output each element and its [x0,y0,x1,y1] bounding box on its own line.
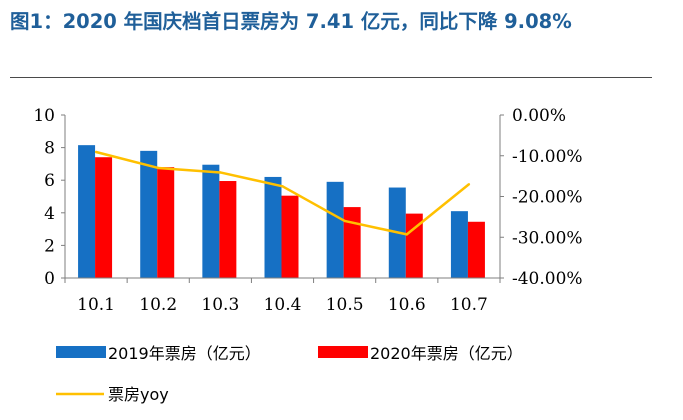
bar-2019-10.5 [326,181,344,278]
legend-swatch-2019 [56,346,106,358]
bar-2019-10.1 [78,145,96,278]
y-left-tick-label: 0 [44,269,55,289]
yoy-point-10.3 [219,171,222,174]
y-right-tick-label: -30.00% [512,228,583,248]
bar-2019-10.4 [264,176,282,278]
x-tick-label: 10.4 [264,295,302,315]
y-left-tick-label: 2 [44,236,55,256]
legend-label-2019: 2019年票房（亿元） [108,344,261,363]
yoy-point-10.1 [94,150,98,154]
yoy-point-10.6 [405,233,408,236]
y-left-tick-label: 4 [44,204,55,224]
bar-2020-10.3 [219,181,237,278]
yoy-point-10.5 [343,219,346,223]
y-left-tick-label: 6 [44,171,55,191]
bar-2019-10.7 [450,211,468,278]
bar-2020-10.4 [281,195,299,278]
yoy-point-10.7 [467,183,471,186]
bar-2020-10.6 [405,213,423,278]
chart-title: 图1：2020 年国庆档首日票房为 7.41 亿元，同比下降 9.08% [10,10,572,33]
bar-2020-10.5 [343,207,361,278]
y-left-tick-label: 8 [44,139,55,159]
yoy-point-10.2 [157,166,160,170]
legend-label-yoy: 票房yoy [108,385,169,404]
bar-2020-10.1 [95,157,113,278]
x-tick-label: 10.7 [450,295,488,315]
legend-label-2020: 2020年票房（亿元） [370,344,523,363]
plot-area [78,145,485,278]
bar-2020-10.7 [467,221,485,278]
y-right-tick-label: -20.00% [512,188,583,208]
legend-swatch-2020 [318,346,368,358]
x-tick-label: 10.2 [139,295,177,315]
x-tick-label: 10.3 [201,295,239,315]
x-tick-label: 10.1 [77,295,115,315]
bar-2020-10.2 [157,167,175,278]
bar-2019-10.3 [202,164,220,278]
bar-2019-10.2 [140,150,158,278]
legend: 2019年票房（亿元） 2020年票房（亿元） 票房yoy [56,344,523,404]
x-tick-label: 10.5 [326,295,364,315]
axes: 0 2 4 6 8 10 0.00% -10.00% -20.00% -30.00% -40.00%… [33,106,582,315]
y-right-tick-label: -40.00% [512,269,583,289]
y-right-tick-label: -10.00% [512,147,583,167]
y-right-tick-label: 0.00% [512,106,566,126]
title-divider [10,77,652,78]
y-left-tick-label: 10 [33,106,55,126]
yoy-point-10.4 [281,185,284,188]
x-tick-label: 10.6 [388,295,426,315]
